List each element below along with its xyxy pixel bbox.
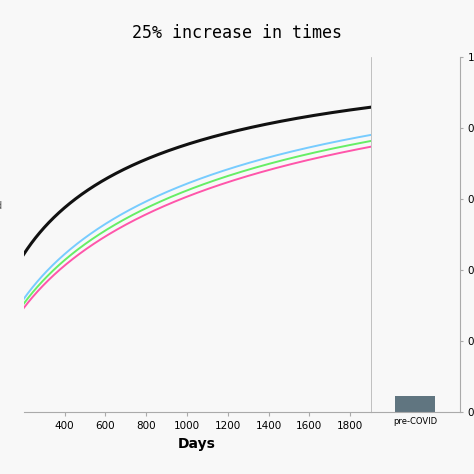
X-axis label: Days: Days [178, 437, 216, 451]
Text: eed: eed [0, 201, 3, 211]
Text: 25% increase in times: 25% increase in times [132, 24, 342, 42]
Bar [395, 396, 435, 412]
